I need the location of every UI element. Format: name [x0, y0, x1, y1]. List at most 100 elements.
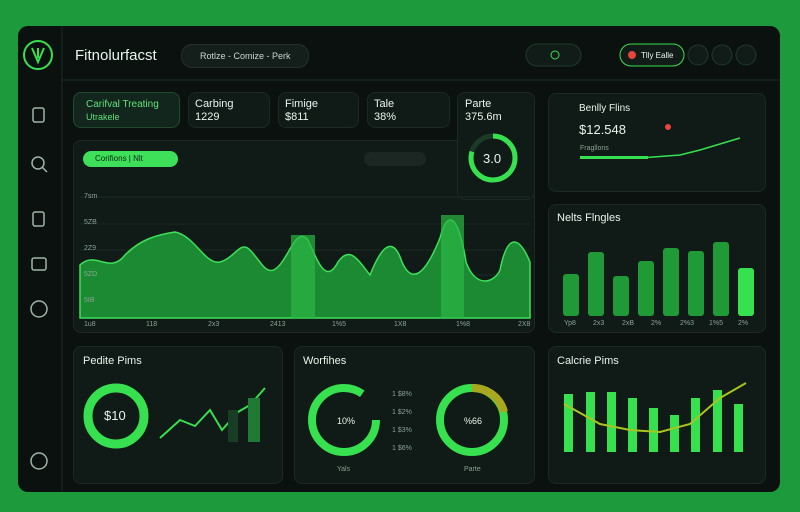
- stat-card[interactable]: [73, 92, 180, 128]
- decor-circle: [687, 44, 709, 66]
- x-label: 2xB: [622, 320, 635, 327]
- x-label: 2%: [738, 320, 749, 327]
- decor-circle: [30, 300, 48, 318]
- decor-rect: [649, 408, 658, 452]
- decor-rect: [525, 43, 582, 67]
- chart-button-label: Corifions | Nlt: [95, 154, 143, 163]
- decor-rect: [691, 398, 700, 452]
- x-label: 1u8: [84, 321, 96, 328]
- stat-value: 38%: [374, 111, 397, 123]
- decor-g: [30, 107, 48, 470]
- stat-value: Utrakele: [86, 112, 120, 122]
- caption: Parte: [464, 466, 481, 473]
- decor-rect: [628, 398, 637, 452]
- y-label: 5ZB: [84, 219, 97, 226]
- decor-rect: [364, 152, 426, 166]
- y-label: 5IB: [84, 297, 95, 304]
- decor-rect: [563, 274, 579, 316]
- decor-rect: [580, 156, 648, 159]
- decor-rect: [441, 215, 464, 318]
- decor-rect: [248, 398, 260, 442]
- y-label: 2Z9: [84, 245, 97, 252]
- decor-rect: [663, 248, 679, 316]
- decor-rect: [670, 415, 679, 452]
- header-button[interactable]: Tlly Ealle: [641, 51, 674, 60]
- decor-rect: [32, 211, 45, 227]
- stat-card[interactable]: [278, 92, 359, 128]
- panel-title: Worfihes: [303, 355, 347, 367]
- decor-rect: [688, 251, 704, 316]
- x-label: 1%5: [332, 321, 347, 328]
- legend-item: 1 $6%: [392, 445, 412, 452]
- brand: Fitnolurfacst: [75, 47, 157, 64]
- y-label: 5ZD: [84, 271, 98, 278]
- x-label: 2%3: [680, 320, 695, 327]
- decor-rect: [31, 257, 47, 271]
- stat-label: Carbing: [195, 98, 234, 110]
- x-label: 2x3: [593, 320, 605, 327]
- search-box[interactable]: [181, 44, 309, 68]
- stat-value: $811: [285, 111, 309, 123]
- decor-rect: [564, 394, 573, 452]
- panel-title: Calcrie Pims: [557, 355, 619, 367]
- decor-circle: [735, 44, 757, 66]
- decor-rect: [619, 43, 685, 67]
- decor-circle: [30, 452, 48, 470]
- decor-circle: [628, 51, 636, 59]
- decor-polyline: [563, 382, 747, 434]
- decor-circle: [31, 156, 45, 170]
- decor-circle: [23, 40, 53, 70]
- decor-g: [564, 390, 743, 452]
- legend-item: 1 $2%: [392, 409, 412, 416]
- x-label: 1X8: [394, 321, 407, 328]
- panel-title: Nelts Flngles: [557, 212, 621, 224]
- stat-label: Parte: [465, 98, 492, 110]
- workouts-panel: [294, 346, 535, 484]
- legend-item: 1 $3%: [392, 427, 412, 434]
- decor-circle: [468, 133, 518, 183]
- decor-circle: [550, 50, 560, 60]
- x-label: 2x3: [208, 321, 220, 328]
- caption: Yals: [337, 466, 351, 473]
- bars-panel: [548, 204, 766, 333]
- decor-rect: [613, 276, 629, 316]
- x-label: 118: [146, 321, 158, 328]
- chart-button[interactable]: [83, 151, 178, 167]
- x-label: 2X8: [518, 321, 531, 328]
- decor-g: [563, 242, 754, 316]
- donut-value: %66: [464, 416, 483, 426]
- x-label: Yp8: [564, 320, 576, 327]
- decor-circle: [665, 124, 671, 130]
- decor-line: [41, 166, 48, 173]
- decor-rect: [588, 252, 604, 316]
- caption: Fragllons: [580, 145, 609, 152]
- decor-circle: [711, 44, 733, 66]
- decor-rect: [291, 235, 315, 318]
- stat-card[interactable]: [188, 92, 270, 128]
- decor-rect: [713, 242, 729, 316]
- decor-rect: [607, 392, 616, 452]
- stat-label: Tale: [374, 98, 395, 110]
- decor-rect: [228, 410, 238, 442]
- decor-path: [471, 384, 508, 414]
- decor-circle: [308, 384, 380, 456]
- donut-value: 10%: [337, 416, 356, 426]
- search-text: Rotlze - Comize - Perk: [200, 51, 291, 61]
- stat-value: 1229: [195, 111, 220, 123]
- panel-title: Pedite Pims: [83, 355, 142, 367]
- decor-rect: [638, 261, 654, 316]
- decor-rect: [586, 392, 595, 452]
- benefit-panel: [548, 93, 766, 192]
- gauge-value: 3.0: [483, 151, 502, 166]
- x-label: 1%8: [456, 321, 471, 328]
- decor-rect: [713, 390, 722, 452]
- donut-value: $10: [104, 408, 126, 423]
- legend-item: 1 $8%: [392, 391, 412, 398]
- stat-card[interactable]: [367, 92, 450, 128]
- panel-title: Benlly Flins: [579, 103, 631, 114]
- decor-g: [228, 398, 260, 442]
- x-label: 2%: [651, 320, 662, 327]
